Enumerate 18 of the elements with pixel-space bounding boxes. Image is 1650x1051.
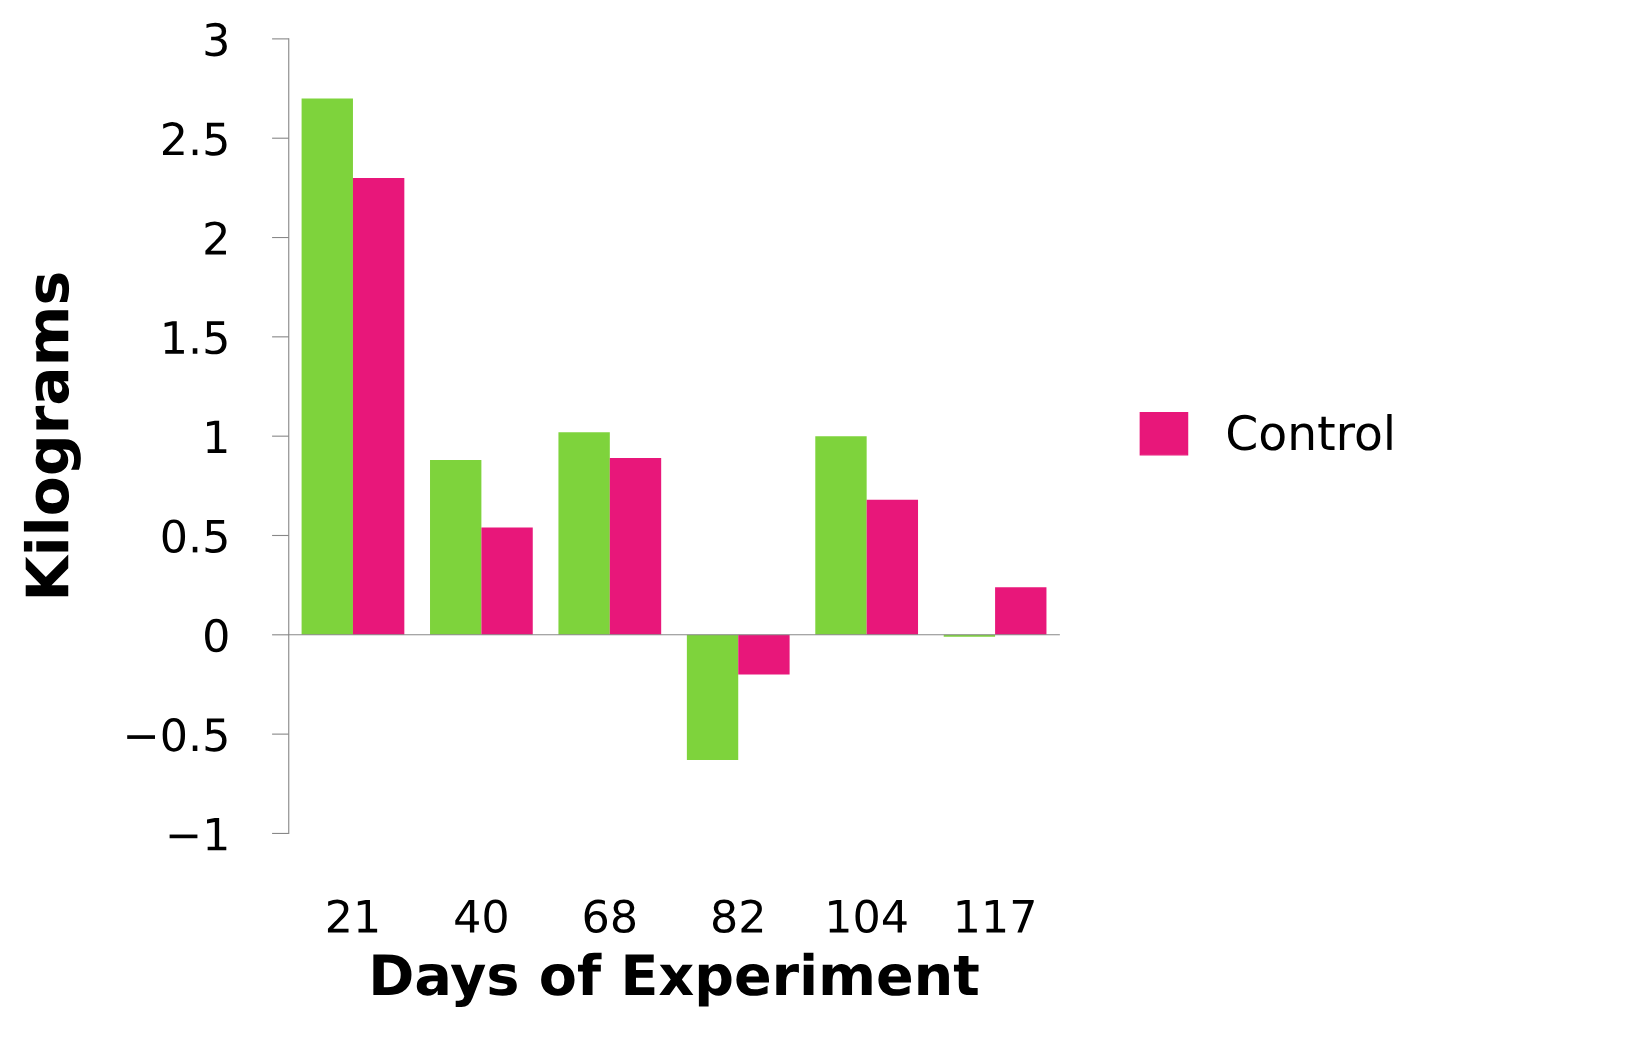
y-tick-label: 1 — [207, 420, 227, 454]
x-tick-label: 117 — [957, 900, 1034, 933]
x-tick-label: 68 — [584, 899, 636, 934]
x-tick-label: 40 — [455, 899, 507, 934]
y-tick-label: 0 — [205, 618, 228, 653]
y-axis-title: Kilograms — [23, 273, 81, 597]
legend-label: Control — [1227, 414, 1392, 451]
x-tick-label: 104 — [829, 899, 907, 934]
y-tick-label: −1 — [169, 817, 227, 851]
y-tick-label: −0.5 — [127, 718, 227, 752]
y-tick-label: 1.5 — [164, 321, 227, 355]
x-tick-label: 21 — [327, 899, 378, 933]
y-tick-label: 0.5 — [162, 519, 227, 553]
y-tick-label: 3 — [205, 22, 227, 57]
y-tick-label: 2.5 — [162, 122, 227, 156]
x-axis-title: Days of Experiment — [373, 952, 979, 1008]
y-tick-label: 2 — [205, 221, 226, 255]
x-tick-label: 82 — [712, 899, 763, 934]
